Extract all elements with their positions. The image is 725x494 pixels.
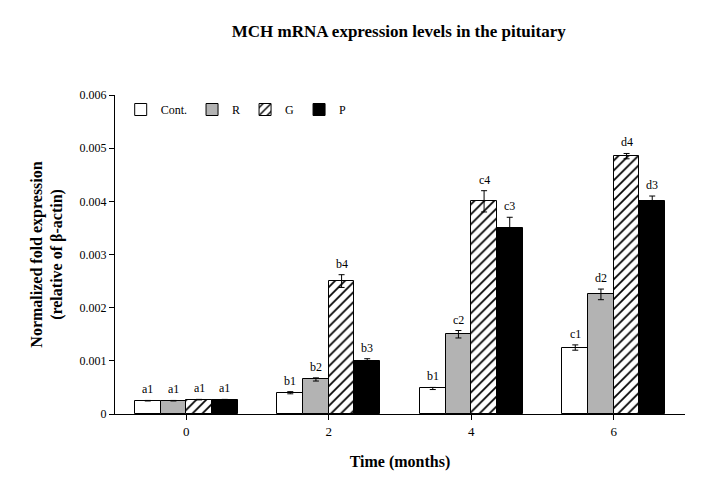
svg-text:a1: a1 [219, 381, 230, 395]
svg-text:b4: b4 [336, 257, 348, 271]
svg-text:d2: d2 [595, 271, 607, 285]
svg-text:MCH mRNA expression levels in: MCH mRNA expression levels in the pituit… [232, 22, 567, 41]
svg-text:0: 0 [101, 407, 107, 421]
svg-text:c4: c4 [479, 173, 490, 187]
svg-text:c1: c1 [570, 327, 581, 341]
svg-text:0.006: 0.006 [80, 88, 107, 102]
svg-text:0.002: 0.002 [80, 301, 107, 315]
svg-text:b2: b2 [310, 360, 322, 374]
svg-text:a1: a1 [168, 382, 179, 396]
svg-text:a1: a1 [194, 381, 205, 395]
svg-text:c2: c2 [453, 313, 464, 327]
svg-text:P: P [339, 103, 346, 117]
svg-text:b3: b3 [361, 341, 373, 355]
svg-text:R: R [232, 103, 240, 117]
svg-text:Time (months): Time (months) [350, 453, 451, 471]
svg-text:b1: b1 [284, 374, 296, 388]
svg-text:b1: b1 [427, 369, 439, 383]
svg-text:0.003: 0.003 [80, 248, 107, 262]
svg-text:d3: d3 [646, 178, 658, 192]
svg-text:G: G [285, 103, 294, 117]
svg-text:a1: a1 [142, 382, 153, 396]
svg-text:c3: c3 [504, 199, 515, 213]
svg-text:Cont.: Cont. [161, 103, 187, 117]
svg-text:6: 6 [611, 424, 618, 439]
svg-text:d4: d4 [621, 135, 633, 149]
svg-text:0: 0 [183, 424, 190, 439]
svg-text:0.004: 0.004 [80, 195, 107, 209]
svg-text:2: 2 [326, 424, 333, 439]
svg-text:0.005: 0.005 [80, 141, 107, 155]
svg-text:Normalized fold expression(rel: Normalized fold expression(relative of β… [28, 161, 67, 347]
svg-text:0.001: 0.001 [80, 354, 107, 368]
svg-text:4: 4 [468, 424, 475, 439]
